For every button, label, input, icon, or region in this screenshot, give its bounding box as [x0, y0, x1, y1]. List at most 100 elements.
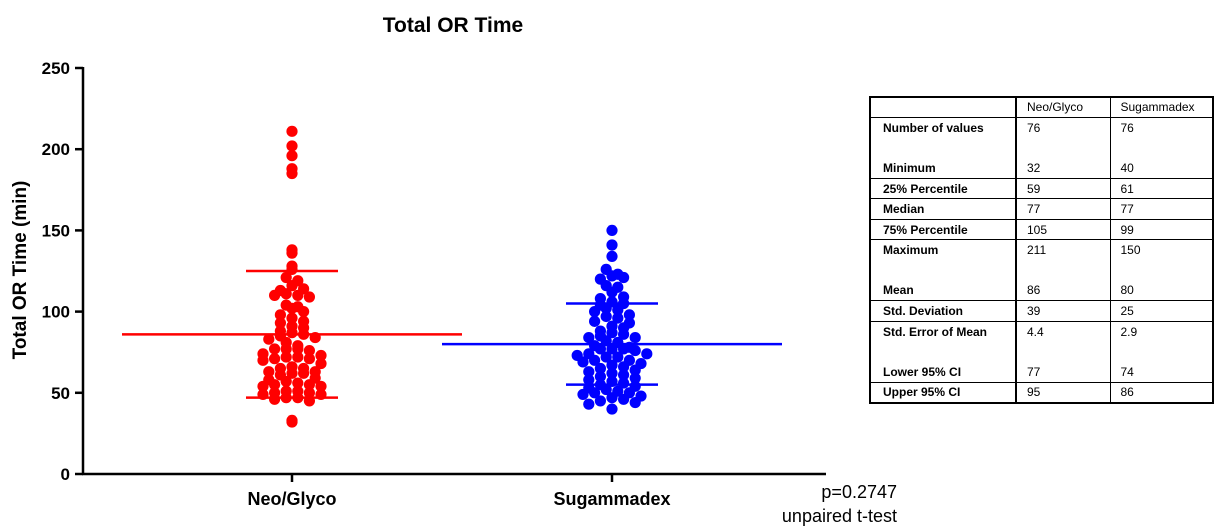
data-point: [303, 387, 315, 399]
data-point: [274, 317, 286, 329]
data-point: [286, 150, 298, 162]
data-point: [298, 315, 310, 327]
table-cell: [1015, 137, 1111, 159]
x-tick-label: Neo/Glyco: [247, 489, 336, 509]
data-point: [618, 291, 630, 303]
p-value-label: p=0.2747: [821, 482, 897, 502]
y-axis-label: Total OR Time (min): [10, 181, 31, 360]
descriptive-stats-table: Neo/Glyco Sugammadex Number of values 76 7…: [869, 96, 1214, 404]
table-row-label: 75% Percentile: [869, 218, 1017, 241]
table-row-label: Std. Error of Mean: [869, 320, 1017, 342]
data-point: [292, 385, 304, 397]
table-cell: [1015, 260, 1111, 281]
table-row-label: Std. Deviation: [869, 300, 1017, 322]
data-point: [303, 344, 315, 357]
data-point: [298, 362, 310, 375]
table-cell: 40: [1109, 158, 1214, 180]
table-cell: 77: [1015, 362, 1111, 383]
y-tick-label: 250: [42, 59, 70, 78]
data-point: [571, 349, 583, 362]
table-row-label: [869, 137, 1017, 159]
table-header-row: Neo/Glyco Sugammadex: [869, 96, 1214, 118]
data-point: [623, 354, 636, 366]
data-point: [635, 390, 647, 402]
table-cell: 86: [1015, 280, 1111, 302]
table-row-label: [869, 341, 1017, 363]
table-cell: [1109, 137, 1214, 159]
data-point: [280, 351, 292, 363]
data-point: [612, 385, 624, 397]
data-point: [594, 395, 607, 407]
data-point: [594, 362, 607, 375]
table-cell: 2.9: [1109, 320, 1214, 342]
data-point: [594, 273, 607, 285]
data-point: [292, 340, 304, 352]
table-row: Std. Deviation 39 25: [869, 300, 1214, 322]
table-cell: 4.4: [1015, 320, 1111, 342]
data-point: [292, 351, 304, 363]
scatter-plot: Total OR Time Total OR Time (min) 0 50 100…: [10, 14, 826, 509]
data-point: [629, 372, 641, 384]
data-point: [257, 348, 269, 360]
table-cell: 25: [1109, 300, 1214, 322]
table-row: Lower 95% CI 77 74: [869, 362, 1214, 383]
data-point: [583, 348, 595, 360]
data-point: [606, 403, 618, 415]
table-row-label: [869, 260, 1017, 281]
table-row-label: Minimum: [869, 158, 1017, 180]
y-tick-label: 150: [42, 221, 70, 240]
data-point: [263, 374, 275, 386]
table-row-label: 25% Percentile: [869, 178, 1017, 200]
data-point: [606, 367, 618, 379]
data-point: [594, 293, 607, 305]
data-point: [274, 362, 286, 375]
axes: 0 50 100 150 200 250 Neo/Glyco Sugammadex: [42, 59, 826, 509]
data-point: [263, 366, 275, 378]
table-cell: 59: [1015, 178, 1111, 200]
data-point: [606, 296, 618, 308]
data-point: [292, 301, 304, 313]
table-cell: 74: [1109, 362, 1214, 383]
data-point: [594, 325, 607, 337]
data-point: [612, 312, 624, 324]
table-row: [869, 341, 1214, 363]
data-point: [274, 284, 286, 297]
table-cell: 211: [1015, 239, 1111, 261]
data-point: [286, 140, 298, 152]
table-row: [869, 137, 1214, 159]
data-point: [292, 275, 304, 287]
table-cell: 76: [1015, 116, 1111, 138]
data-point: [286, 414, 298, 427]
table-row: Minimum 32 40: [869, 158, 1214, 180]
data-point: [303, 353, 315, 365]
table-cell: [1015, 341, 1111, 363]
data-point: [606, 224, 618, 236]
data-point: [606, 320, 618, 332]
table-header-cell: [869, 96, 1017, 118]
data-point: [612, 281, 624, 293]
table-cell: 76: [1109, 116, 1214, 138]
table-cell: [1109, 341, 1214, 363]
table-row: Std. Error of Mean 4.4 2.9: [869, 320, 1214, 342]
data-point: [280, 385, 292, 397]
y-tick-label: 0: [61, 465, 70, 484]
data-point: [618, 369, 630, 381]
table-cell: 95: [1015, 381, 1111, 404]
table-header-cell: Sugammadex: [1109, 96, 1214, 118]
table-row: Maximum 211 150: [869, 239, 1214, 261]
test-name-label: unpaired t-test: [781, 506, 897, 526]
table-cell: 61: [1109, 178, 1214, 200]
table-row: Mean 86 80: [869, 280, 1214, 302]
data-point: [589, 315, 601, 327]
table-row-label: Median: [869, 198, 1017, 220]
table-cell: 99: [1109, 218, 1214, 241]
data-point: [309, 366, 321, 378]
data-point: [286, 244, 298, 256]
table-row: [869, 260, 1214, 281]
table-cell: [1109, 260, 1214, 281]
data-point: [286, 163, 298, 175]
y-tick-label: 200: [42, 140, 70, 159]
data-points: [122, 125, 782, 428]
data-point: [286, 125, 298, 137]
data-point: [583, 366, 595, 378]
